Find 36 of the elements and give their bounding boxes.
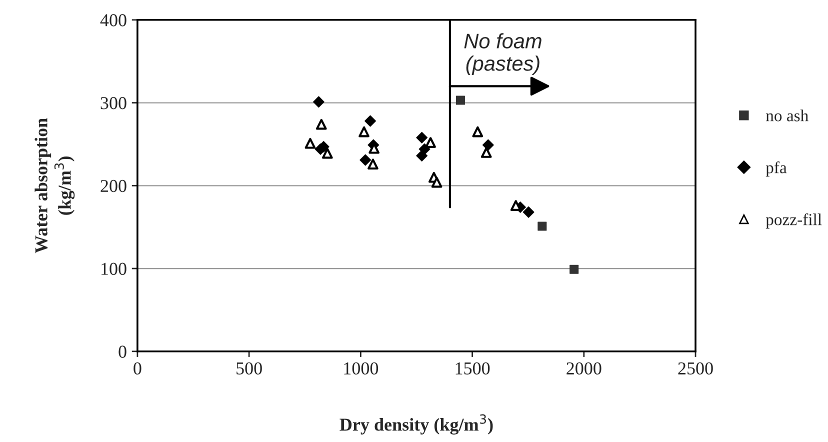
point — [322, 148, 333, 159]
point — [304, 138, 316, 149]
point — [480, 147, 492, 158]
x-tick-label: 500 — [236, 362, 262, 375]
point — [431, 176, 442, 188]
point — [312, 96, 324, 108]
point — [416, 132, 428, 144]
x-tick-label: 2500 — [678, 362, 713, 375]
x-tick-label: 2000 — [566, 362, 602, 375]
y-tick-label: 100 — [102, 262, 126, 275]
y-tick-label: 0 — [118, 346, 126, 358]
y-axis-title: Water absorption (kg/m$^{3}$) — [34, 118, 75, 254]
legend-label: no ash — [766, 110, 808, 122]
point — [360, 154, 372, 166]
point — [358, 126, 370, 138]
x-tick-label: 1000 — [344, 362, 378, 375]
point — [522, 206, 534, 218]
y-tick-label: 400 — [100, 14, 126, 26]
point — [368, 158, 378, 170]
annotation: No foam (pastes) — [464, 33, 542, 76]
point — [472, 126, 484, 138]
point — [316, 118, 327, 130]
x-tick-label: 0 — [134, 362, 142, 375]
point — [482, 139, 494, 151]
y-tick-label: 300 — [100, 97, 126, 110]
point — [425, 137, 436, 148]
point — [538, 222, 547, 231]
point — [456, 96, 465, 105]
x-axis-title: Dry density (kg/m$^{3}$) — [340, 414, 493, 435]
point — [364, 115, 376, 127]
point — [570, 264, 579, 274]
point — [416, 150, 428, 162]
legend-label: pozz-fill — [766, 213, 822, 229]
y-tick-label: 200 — [100, 180, 126, 192]
legend-label: pfa — [766, 161, 787, 177]
x-tick-label: 1500 — [456, 362, 490, 375]
